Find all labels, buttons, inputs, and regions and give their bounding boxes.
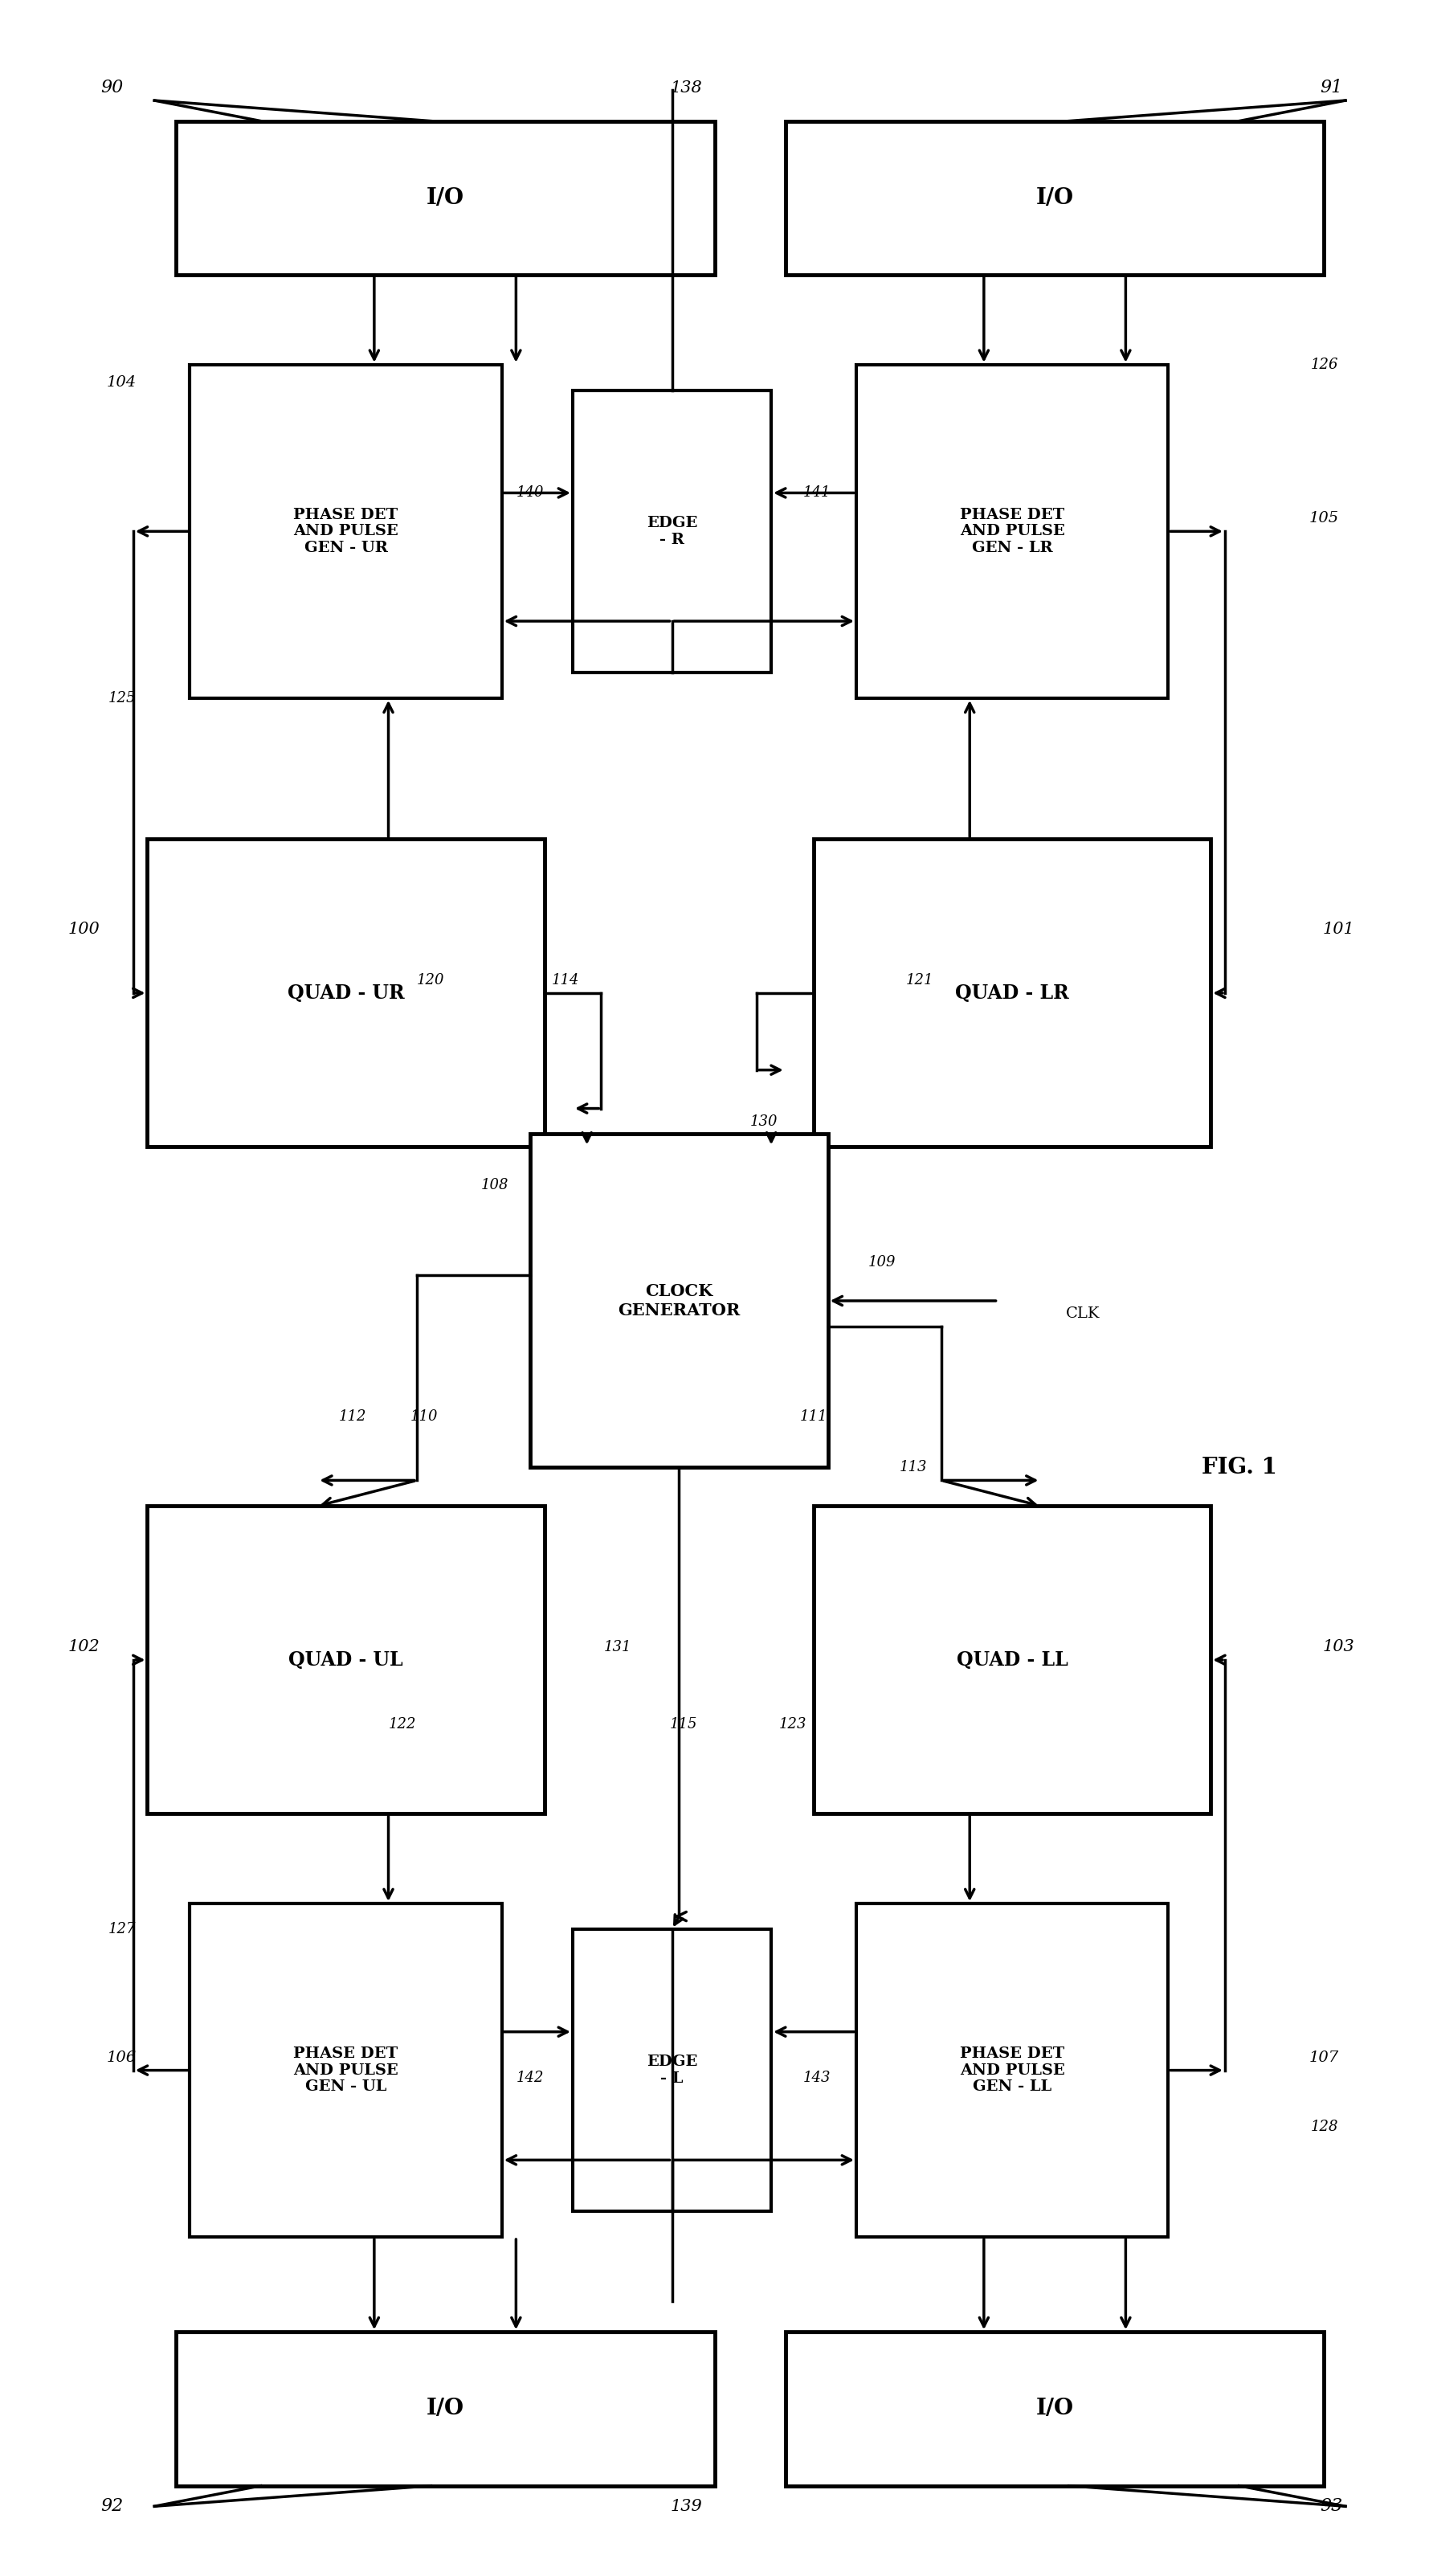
Text: FIG. 1: FIG. 1 xyxy=(1202,1455,1276,1479)
Text: I/O: I/O xyxy=(426,188,464,209)
Text: 130: 130 xyxy=(750,1113,777,1128)
Bar xyxy=(786,2331,1325,2486)
Text: 125: 125 xyxy=(109,690,136,706)
Text: 128: 128 xyxy=(1310,2120,1338,2133)
Text: 107: 107 xyxy=(1309,2050,1339,2066)
Text: QUAD - LR: QUAD - LR xyxy=(956,984,1069,1002)
Text: PHASE DET
AND PULSE
GEN - UL: PHASE DET AND PULSE GEN - UL xyxy=(293,2045,399,2094)
Text: 127: 127 xyxy=(109,1922,136,1937)
Text: I/O: I/O xyxy=(1036,2398,1073,2419)
Text: 115: 115 xyxy=(669,1716,697,1731)
Text: 109: 109 xyxy=(867,1255,896,1270)
Text: 113: 113 xyxy=(899,1461,927,1476)
Bar xyxy=(147,1507,544,1814)
Bar xyxy=(147,840,544,1146)
Text: 104: 104 xyxy=(107,376,137,389)
Text: 139: 139 xyxy=(670,2499,702,2514)
Text: QUAD - UL: QUAD - UL xyxy=(289,1651,403,1669)
Text: 90: 90 xyxy=(100,80,123,95)
Text: 105: 105 xyxy=(1309,510,1339,526)
Text: PHASE DET
AND PULSE
GEN - LL: PHASE DET AND PULSE GEN - LL xyxy=(960,2045,1065,2094)
Text: 110: 110 xyxy=(410,1409,437,1425)
Bar xyxy=(573,392,772,672)
Text: PHASE DET
AND PULSE
GEN - UR: PHASE DET AND PULSE GEN - UR xyxy=(293,507,399,556)
Text: 120: 120 xyxy=(417,974,444,987)
Text: 140: 140 xyxy=(516,487,544,500)
Text: CLK: CLK xyxy=(1066,1306,1100,1321)
Text: 112: 112 xyxy=(339,1409,367,1425)
Bar xyxy=(813,1507,1210,1814)
Text: 111: 111 xyxy=(800,1409,827,1425)
Text: 114: 114 xyxy=(552,974,580,987)
Text: 138: 138 xyxy=(670,80,702,95)
Text: 106: 106 xyxy=(107,2050,137,2066)
Text: 131: 131 xyxy=(604,1641,632,1654)
Text: CLOCK
GENERATOR: CLOCK GENERATOR xyxy=(617,1283,740,1319)
Text: 101: 101 xyxy=(1322,922,1355,938)
Bar xyxy=(176,121,714,276)
Text: EDGE
- L: EDGE - L xyxy=(646,2056,697,2087)
Text: 108: 108 xyxy=(482,1177,509,1193)
Text: I/O: I/O xyxy=(426,2398,464,2419)
Text: EDGE
- R: EDGE - R xyxy=(646,515,697,546)
Text: QUAD - LL: QUAD - LL xyxy=(956,1651,1067,1669)
Bar xyxy=(190,366,502,698)
Bar xyxy=(856,1904,1169,2236)
Text: 126: 126 xyxy=(1310,358,1338,371)
Text: I/O: I/O xyxy=(1036,188,1073,209)
Text: 121: 121 xyxy=(906,974,935,987)
Text: 122: 122 xyxy=(389,1716,416,1731)
Text: 91: 91 xyxy=(1320,80,1343,95)
Text: 92: 92 xyxy=(100,2499,123,2514)
Text: 143: 143 xyxy=(803,2071,830,2084)
Bar xyxy=(573,1929,772,2210)
Bar xyxy=(856,366,1169,698)
Text: QUAD - UR: QUAD - UR xyxy=(287,984,404,1002)
Text: 93: 93 xyxy=(1320,2499,1343,2514)
Bar xyxy=(786,121,1325,276)
Text: 123: 123 xyxy=(779,1716,806,1731)
Text: 141: 141 xyxy=(803,487,830,500)
Bar xyxy=(190,1904,502,2236)
Text: 142: 142 xyxy=(516,2071,544,2084)
Text: PHASE DET
AND PULSE
GEN - LR: PHASE DET AND PULSE GEN - LR xyxy=(960,507,1065,556)
Text: 102: 102 xyxy=(67,1638,100,1654)
Bar xyxy=(530,1133,827,1468)
Bar xyxy=(176,2331,714,2486)
Bar xyxy=(813,840,1210,1146)
Text: 100: 100 xyxy=(67,922,100,938)
Text: 103: 103 xyxy=(1322,1638,1355,1654)
